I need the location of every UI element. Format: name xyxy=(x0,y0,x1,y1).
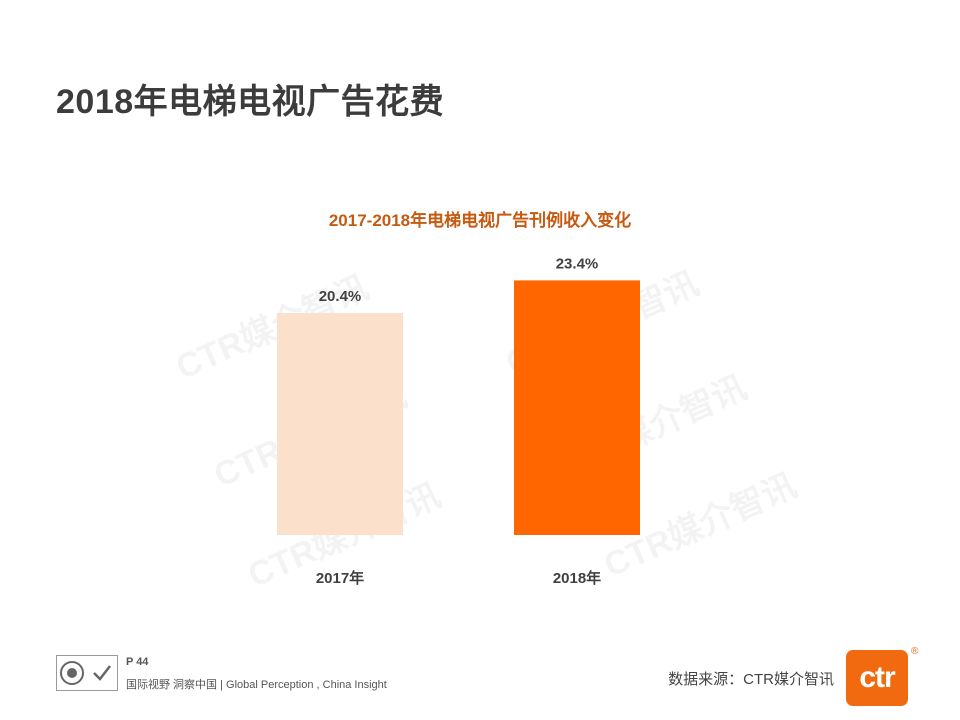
registered-mark: ® xyxy=(911,646,919,657)
chart-title: 2017-2018年电梯电视广告刊例收入变化 xyxy=(328,211,632,230)
page-number: P 44 xyxy=(126,656,149,668)
bar-second xyxy=(514,280,640,535)
data-label: 23.4% xyxy=(556,255,599,272)
data-source: 数据来源：CTR媒介智讯 xyxy=(668,671,834,688)
data-label: 20.4% xyxy=(319,288,362,305)
page-title: 2018年电梯电视广告花费 xyxy=(56,83,445,121)
category-label: 2017年 xyxy=(316,569,364,587)
bar-first xyxy=(277,313,403,535)
checkmark-badge-icon xyxy=(87,656,117,690)
certification-badge xyxy=(56,655,118,691)
category-label: 2018年 xyxy=(553,569,601,587)
ctr-logo: ctr xyxy=(846,650,908,706)
certification-badge-icon xyxy=(57,656,87,690)
footer-slogan: 国际视野 洞察中国 | Global Perception , China In… xyxy=(126,679,387,691)
